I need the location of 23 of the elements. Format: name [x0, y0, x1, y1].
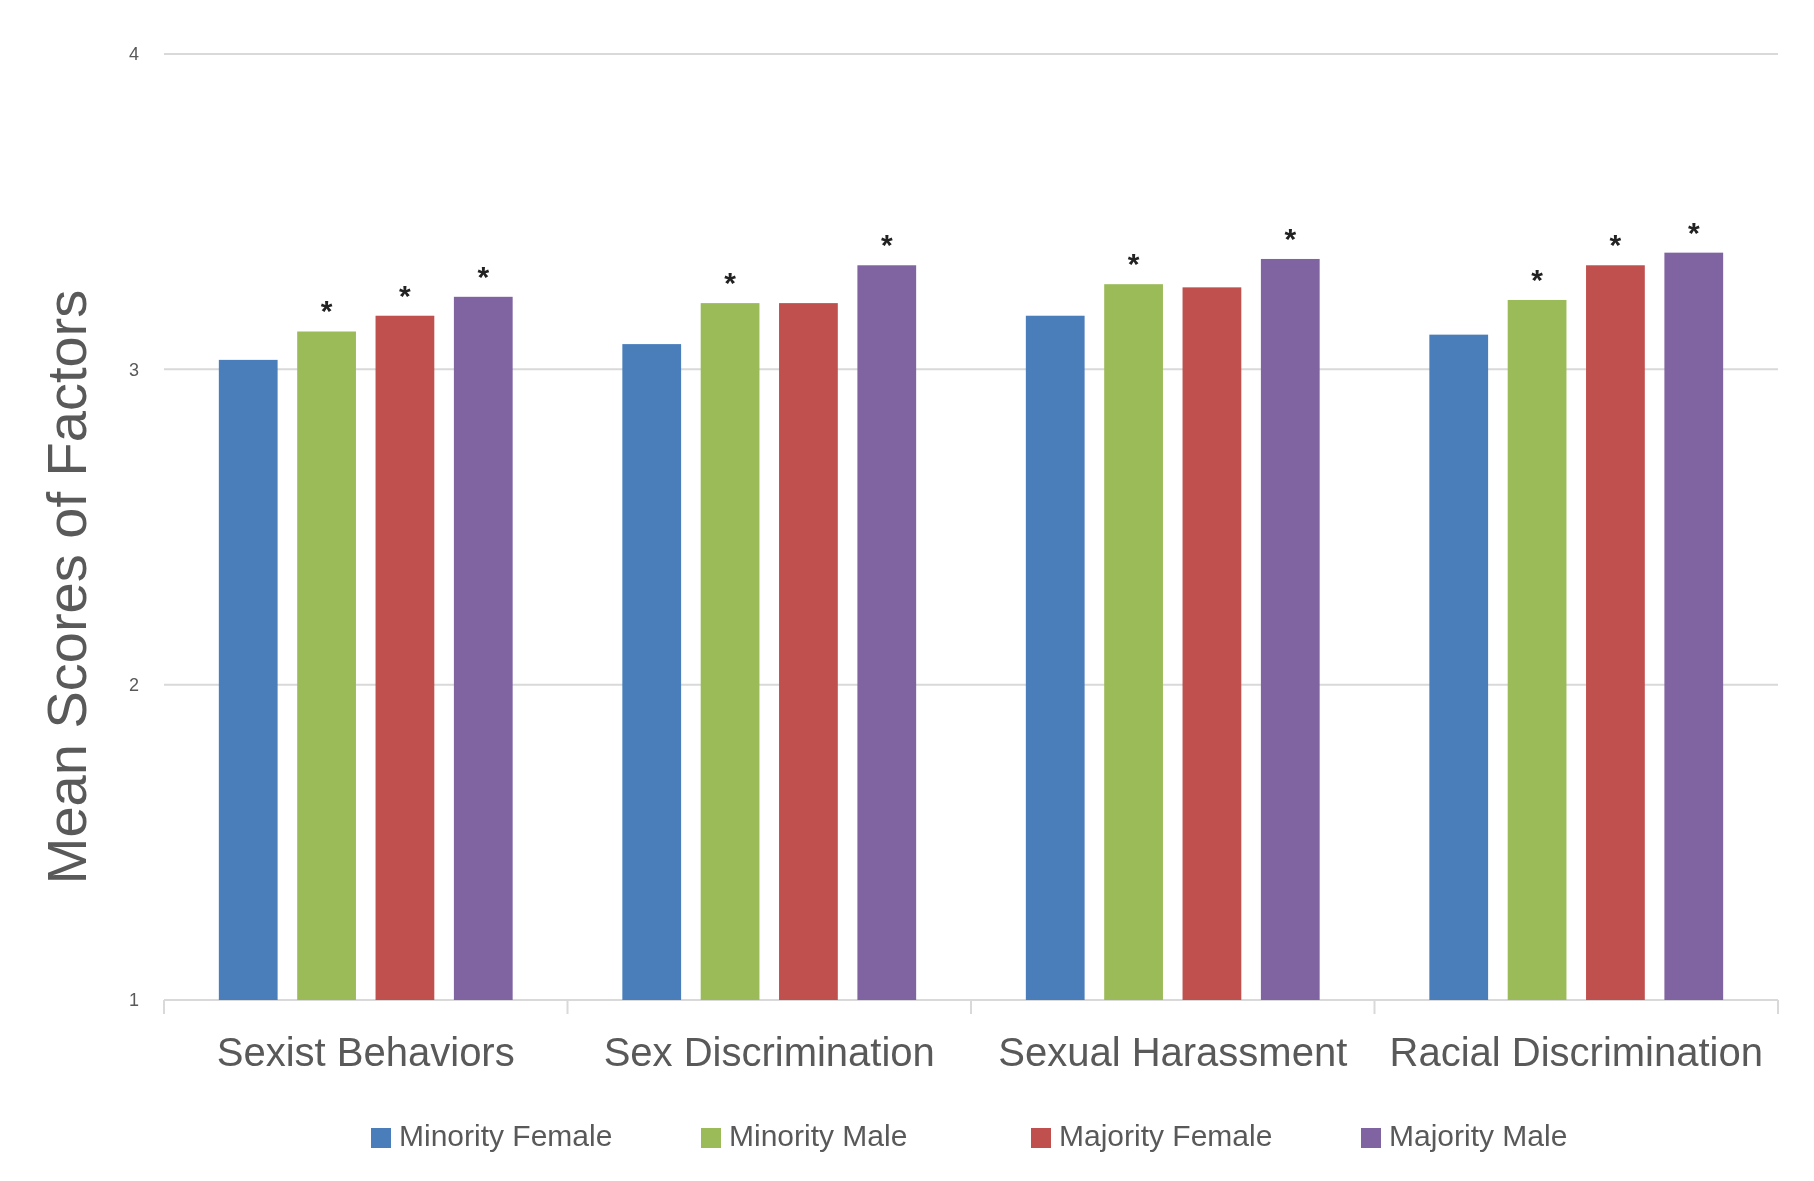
- x-tick-label: Sex Discrimination: [603, 1030, 935, 1074]
- data-label: *: [477, 259, 490, 293]
- data-label: *: [1531, 262, 1544, 296]
- legend-label: Minority Male: [729, 1119, 908, 1152]
- data-label: *: [880, 228, 893, 262]
- y-tick-label: 1: [128, 990, 140, 1011]
- y-tick-label: 3: [128, 359, 140, 380]
- legend-label: Minority Female: [399, 1119, 613, 1152]
- y-tick-label: 4: [128, 44, 140, 65]
- y-axis-title: Mean Scores of Factors: [35, 289, 98, 885]
- data-label: *: [1284, 221, 1297, 255]
- data-label: *: [1127, 247, 1140, 281]
- x-tick-label: Sexual Harassment: [998, 1030, 1348, 1074]
- data-label: *: [724, 266, 737, 300]
- legend-label: Majority Female: [1059, 1119, 1273, 1152]
- data-label: *: [1687, 215, 1700, 249]
- data-label: *: [1609, 228, 1622, 262]
- legend-label: Majority Male: [1389, 1119, 1568, 1152]
- data-label: *: [320, 294, 333, 328]
- x-tick-label: Sexist Behaviors: [216, 1030, 515, 1074]
- y-tick-label: 2: [128, 674, 140, 695]
- data-label: *: [399, 278, 412, 312]
- x-tick-label: Racial Discrimination: [1389, 1030, 1763, 1074]
